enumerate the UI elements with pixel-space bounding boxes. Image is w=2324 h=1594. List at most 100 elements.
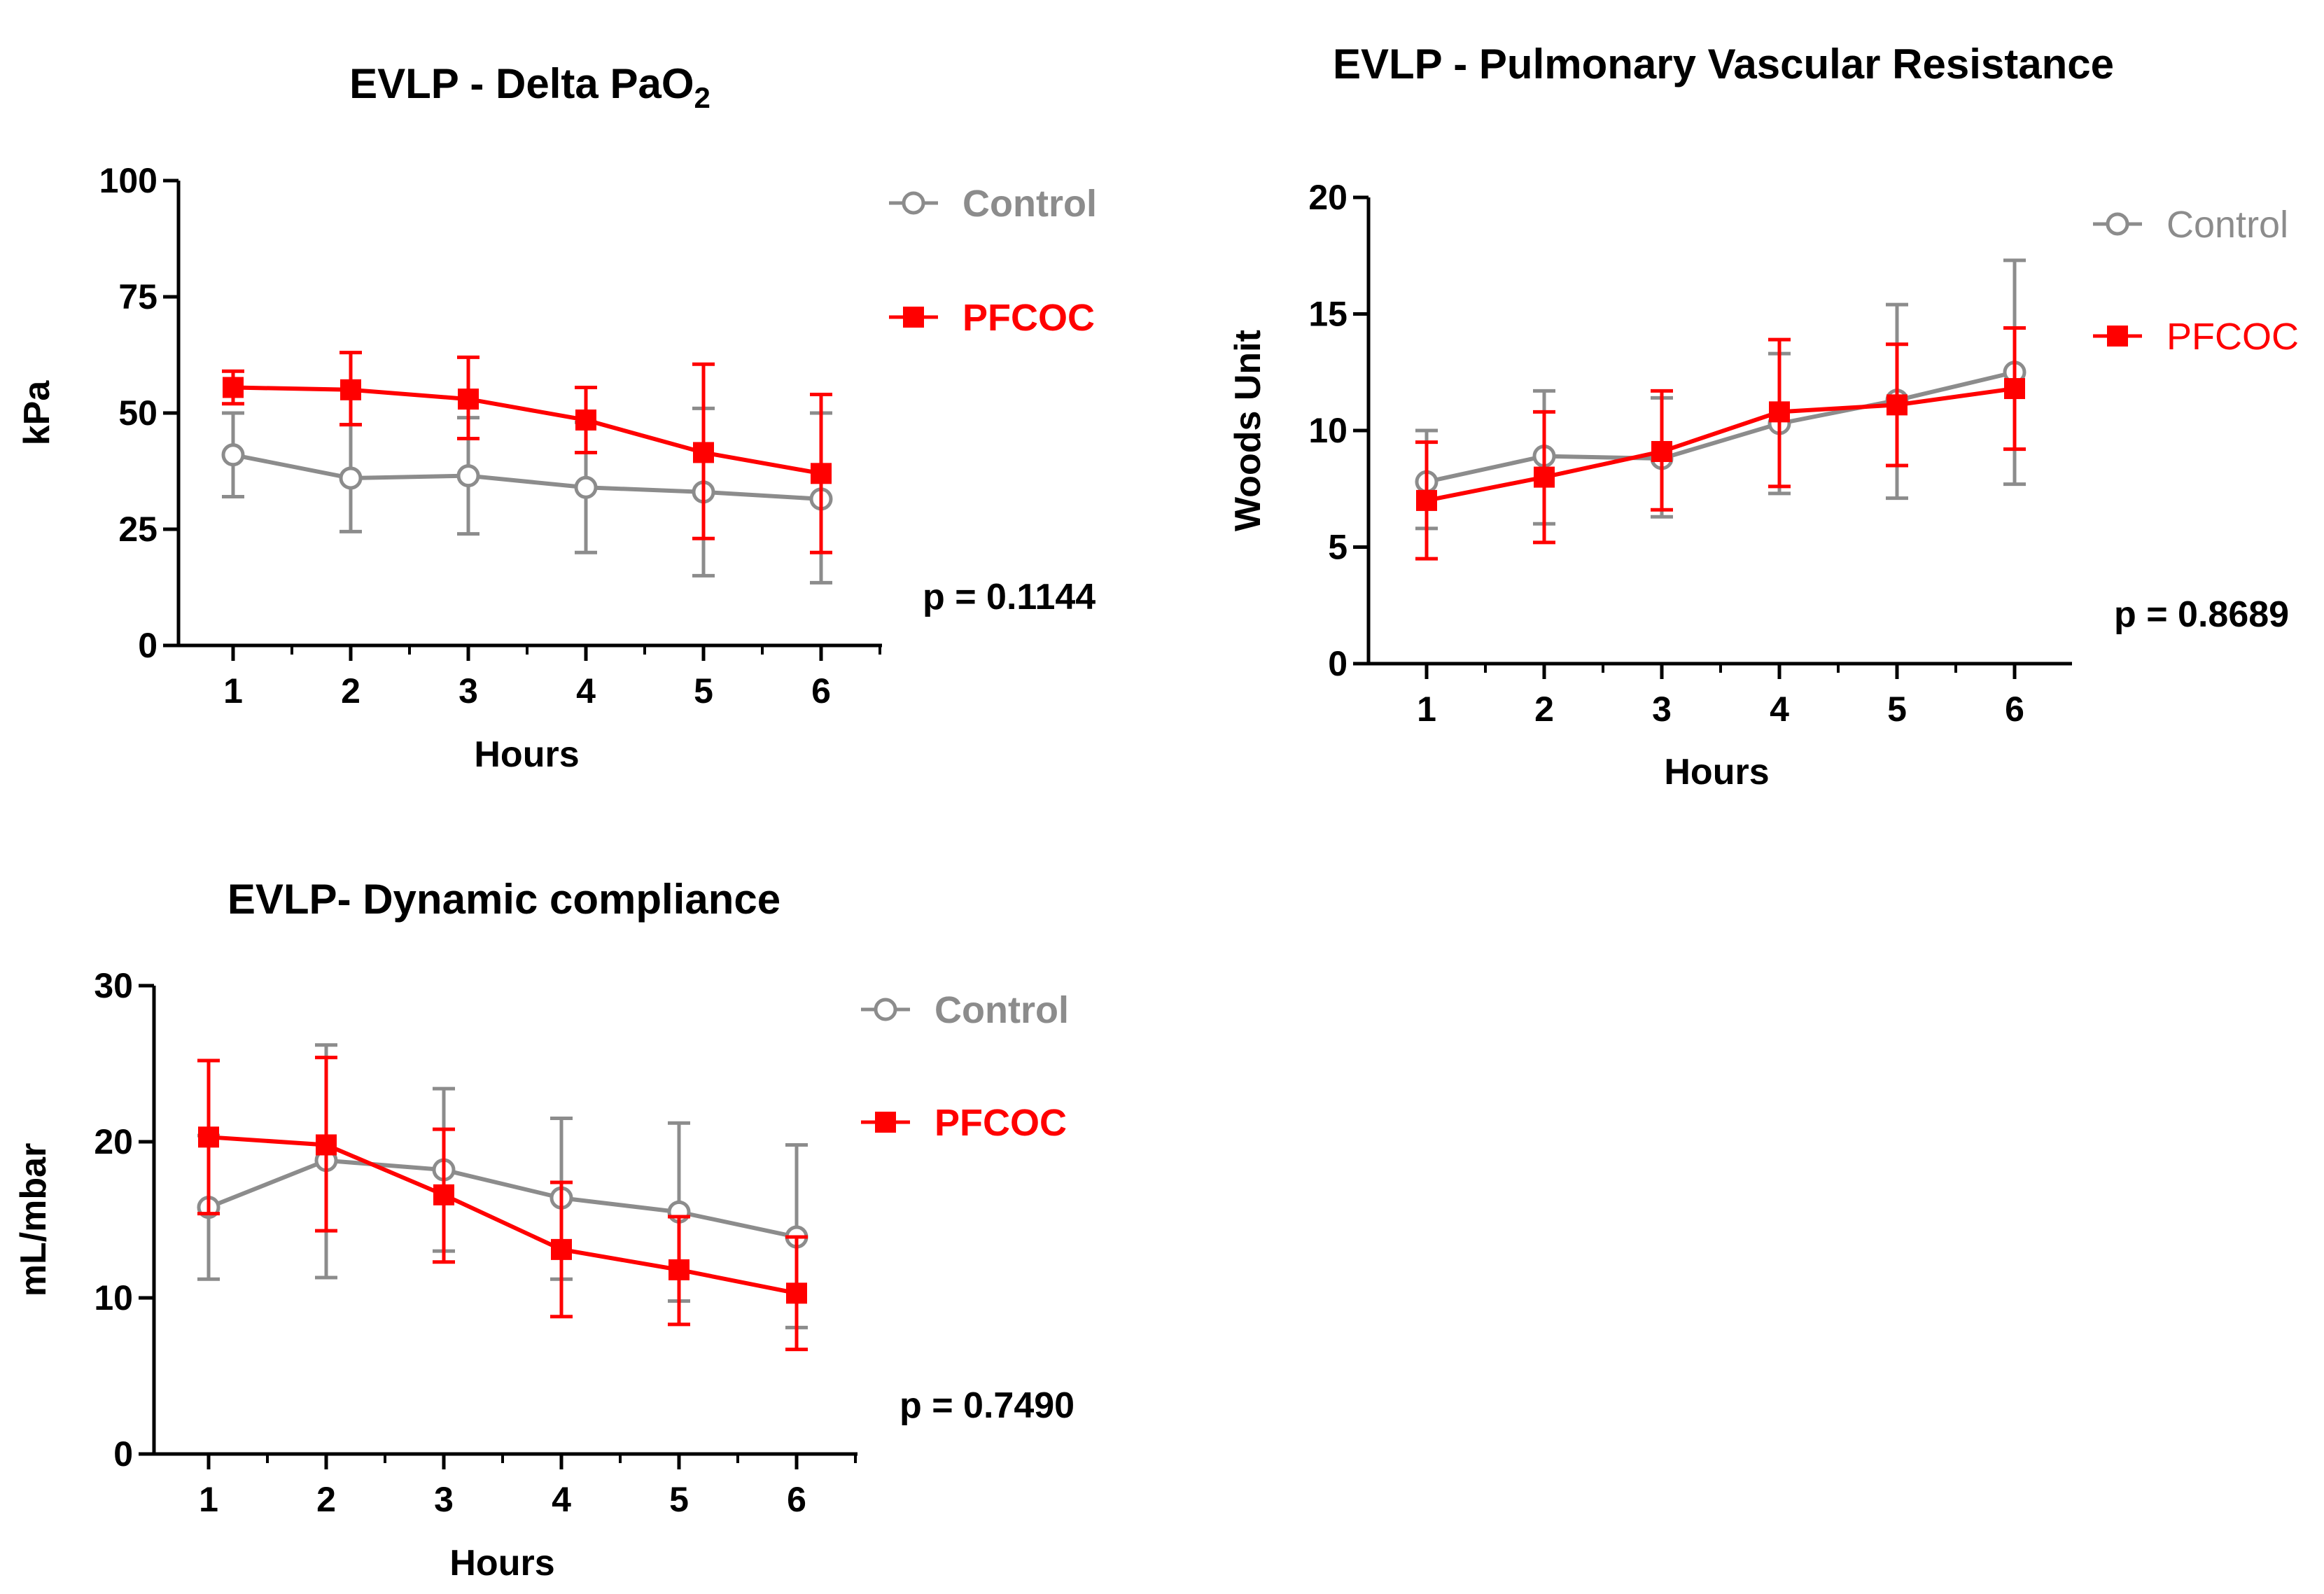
data-point [456,464,480,488]
series-pfcoc [222,351,832,554]
x-tick-label: 3 [458,671,478,711]
legend-label: Control [962,183,1097,225]
x-tick-label: 1 [1417,690,1436,729]
chart-title-main: EVLP- Dynamic compliance [227,876,780,923]
legend-label: PFCOC [934,1102,1067,1144]
y-tick-label: 10 [94,1278,133,1317]
chart-3: EVLP- Dynamic compliance 0 10 20 30 1 2 3 4 5 6 Hou… [13,876,1074,1583]
y-axis-label: Woods Unit [1228,330,1268,531]
y-tick-label: 5 [1328,528,1348,567]
data-point [340,379,361,400]
legend-marker [2107,326,2128,347]
x-tick-label: 4 [1770,690,1789,729]
y-tick-label: 20 [94,1122,133,1161]
data-point [1416,489,1437,511]
chart-title-main: EVLP - Delta PaO [349,60,694,107]
data-point [1651,440,1672,462]
x-tick-label: 6 [811,671,831,711]
data-point [223,377,244,398]
y-tick-label: 15 [1308,295,1348,334]
x-tick-label: 4 [576,671,596,711]
p-value: p = 0.1144 [923,577,1096,617]
x-tick-label: 3 [434,1480,454,1519]
data-point [574,475,598,499]
x-tick-label: 2 [316,1480,336,1519]
legend-marker [903,307,924,328]
legend-entry-control: Control [2093,204,2288,246]
x-tick-label: 6 [787,1480,806,1519]
data-point [2004,378,2025,400]
y-tick-label: 50 [118,393,158,433]
series-pfcoc [1415,326,2026,561]
legend-label: PFCOC [2166,316,2299,358]
legend-marker [902,191,925,215]
legend-entry-pfcoc: PFCOC [2093,316,2299,358]
legend-marker [875,1112,896,1133]
x-tick-label: 5 [669,1480,689,1519]
y-axis-label: kPa [17,380,57,446]
x-tick-label: 3 [1652,690,1672,729]
x-tick-label: 2 [341,671,360,711]
y-tick-label: 30 [94,966,133,1005]
chart-title: EVLP - Pulmonary Vascular Resistance [1333,41,2114,88]
chart-title-main: EVLP - Pulmonary Vascular Resistance [1333,41,2114,88]
legend-entry-control: Control [861,989,1069,1031]
series-line [207,1158,797,1239]
data-point [221,443,245,467]
data-point [575,409,596,431]
legend-marker [874,998,897,1021]
data-point [1534,466,1555,488]
y-tick-label: 100 [99,161,158,200]
legend-label: Control [934,989,1069,1031]
legend-entry-control: Control [889,183,1097,225]
data-point [316,1134,337,1156]
legend-marker [2106,212,2129,236]
data-point [551,1238,572,1260]
chart-title-subscript: 2 [694,81,710,114]
y-tick-label: 0 [1328,644,1348,683]
x-tick-label: 6 [2005,690,2024,729]
p-value: p = 0.7490 [899,1385,1074,1426]
series-line [232,452,822,501]
data-point [198,1126,219,1148]
x-tick-label: 2 [1534,690,1554,729]
x-tick-label: 5 [694,671,713,711]
series-pfcoc [197,1056,808,1352]
legend-entry-pfcoc: PFCOC [889,297,1095,339]
series-line [208,1135,797,1296]
data-point [786,1282,807,1304]
x-tick-label: 1 [199,1480,218,1519]
data-point [458,389,479,410]
x-axis-label: Hours [474,734,579,775]
series-line [1426,386,2015,503]
legend-label: PFCOC [962,297,1095,339]
x-axis-label: Hours [1664,752,1769,792]
series-line [1426,370,2015,484]
y-tick-label: 10 [1308,411,1348,450]
chart-title: EVLP- Dynamic compliance [227,876,780,923]
y-tick-label: 20 [1308,178,1348,217]
data-point [1886,394,1907,416]
y-axis-label: mL/mbar [13,1143,54,1297]
data-point [693,442,714,463]
data-point [339,466,363,490]
data-point [1769,401,1790,423]
x-tick-label: 4 [552,1480,571,1519]
x-axis-label: Hours [449,1543,554,1583]
data-point [811,463,832,484]
y-tick-label: 0 [138,626,158,665]
y-tick-label: 25 [118,510,158,549]
x-tick-label: 1 [223,671,243,711]
chart-2: EVLP - Pulmonary Vascular Resistance 0 5 10… [1228,41,2299,792]
legend-entry-pfcoc: PFCOC [861,1102,1067,1144]
x-tick-label: 5 [1887,690,1907,729]
y-tick-label: 0 [113,1434,133,1474]
data-point [668,1259,690,1280]
data-point [433,1184,454,1205]
y-tick-label: 75 [118,277,158,316]
p-value: p = 0.8689 [2114,594,2289,635]
chart-title: EVLP - Delta PaO2 [349,60,710,114]
